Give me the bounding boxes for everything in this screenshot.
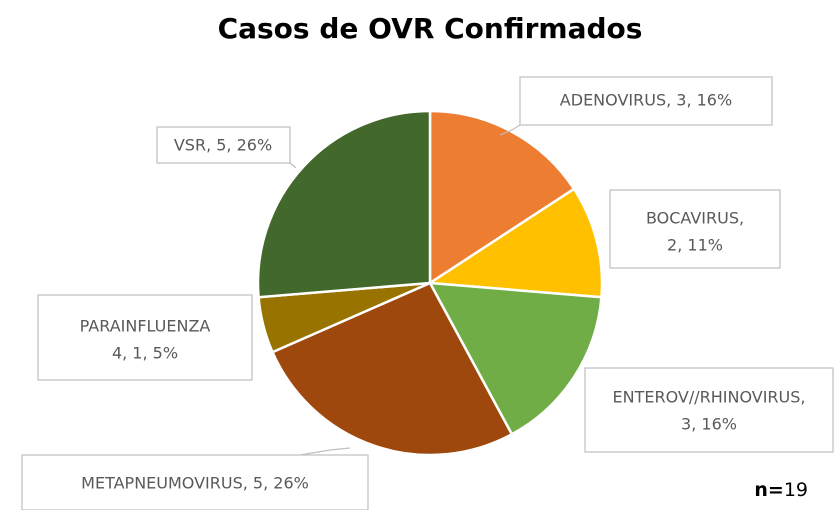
pie-slice [428, 109, 576, 286]
leader-line [499, 124, 521, 136]
sample-size-value: 19 [784, 479, 808, 501]
leader-line [289, 162, 297, 169]
sample-size: n=19 [754, 479, 808, 501]
chart-title: Casos de OVR Confirmados [218, 12, 643, 45]
pie-slice [427, 281, 603, 436]
data-label: ENTEROV//RHINOVIRUS, [613, 388, 806, 407]
label-box [519, 76, 773, 126]
sample-size-label: n= [754, 479, 783, 501]
data-label: ADENOVIRUS, 3, 16% [560, 91, 732, 110]
data-label: 3, 16% [681, 415, 737, 434]
leader-line [299, 447, 351, 456]
label-box [21, 454, 369, 510]
data-label: 4, 1, 5% [112, 344, 178, 363]
label-box [584, 367, 834, 453]
data-label: VSR, 5, 26% [174, 136, 272, 155]
pie-slice [426, 187, 604, 299]
label-box [37, 294, 253, 381]
label-box [156, 126, 291, 164]
pie-slice [256, 109, 432, 299]
data-label: PARAINFLUENZA [80, 317, 211, 336]
label-box [609, 189, 781, 269]
data-label: 2, 11% [667, 236, 723, 255]
data-label: METAPNEUMOVIRUS, 5, 26% [81, 474, 309, 493]
data-label: BOCAVIRUS, [646, 209, 744, 228]
